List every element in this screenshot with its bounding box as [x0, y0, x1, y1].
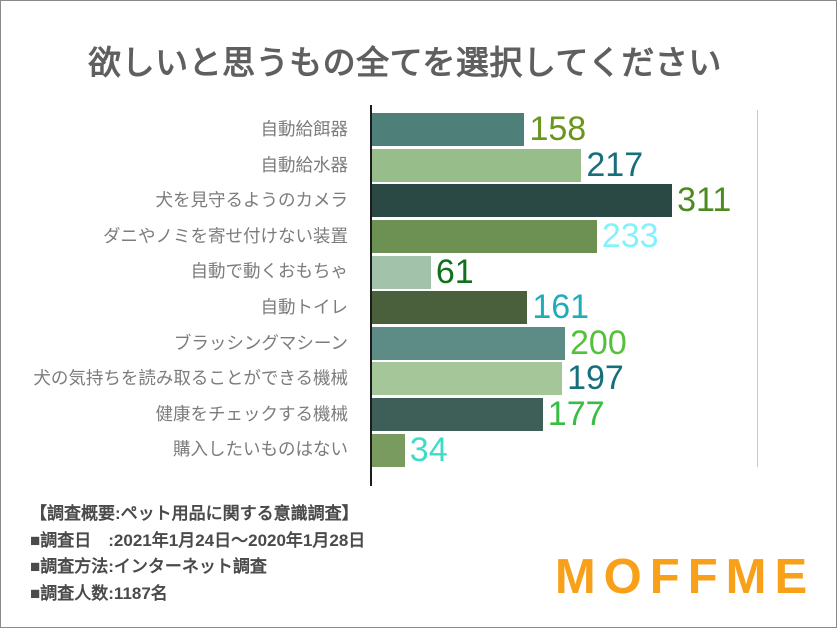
survey-date-line: ■調査日 :2021年1月24日〜2020年1月28日 — [30, 530, 366, 550]
moffme-logo: MOFFME — [554, 550, 816, 604]
value-label: 200 — [570, 323, 627, 362]
bar — [372, 291, 528, 325]
bar — [372, 113, 525, 147]
survey-info: 【調査概要:ペット用品に関する意識調査】 ■調査日 :2021年1月24日〜20… — [30, 501, 365, 607]
plot-area: 233 — [372, 219, 758, 255]
plot-area: 311 — [372, 183, 758, 219]
category-label: 自動で動くおもちゃ — [190, 261, 349, 282]
plot-area: 200 — [372, 326, 758, 362]
bar-chart: 自動給餌器 158 自動給水器 217 犬を見守るようのカメラ 311 ダニやノミを寄せ付け… — [0, 105, 837, 486]
chart-row: 犬の気持ちを読み取ることができる機械 197 — [0, 361, 837, 397]
value-label: 61 — [435, 252, 474, 291]
survey-overview-line: 【調査概要:ペット用品に関する意識調査】 — [30, 504, 359, 523]
plot-area: 34 — [372, 432, 758, 468]
category-label: 自動給餌器 — [260, 119, 349, 139]
value-label: 161 — [532, 288, 590, 327]
plot-area: 197 — [372, 361, 758, 397]
chart-title: 欲しいと思うもの全てを選択してください — [88, 44, 722, 81]
value-label: 34 — [409, 430, 448, 469]
chart-row: ブラッシングマシーン 200 — [0, 326, 837, 362]
chart-row: 健康をチェックする機械 177 — [0, 397, 837, 433]
chart-row: 自動給水器 217 — [0, 148, 837, 184]
plot-area: 161 — [372, 290, 758, 326]
bar — [372, 255, 431, 289]
category-label: 購入したいものはない — [173, 439, 348, 460]
category-label: 犬を見守るようのカメラ — [155, 190, 349, 211]
plot-area: 61 — [372, 254, 758, 290]
y-axis-line — [370, 105, 372, 486]
bar — [372, 398, 543, 432]
plot-area: 177 — [372, 397, 758, 433]
category-label: 健康をチェックする機械 — [155, 403, 349, 424]
right-gridline — [757, 110, 758, 467]
chart-row: 自動トイレ 161 — [0, 290, 837, 326]
survey-count-line: ■調査人数:1187名 — [30, 583, 168, 603]
value-label: 217 — [586, 145, 644, 184]
value-label: 177 — [547, 395, 605, 434]
bar — [372, 362, 563, 396]
value-label: 311 — [677, 181, 732, 220]
chart-row: 購入したいものはない 34 — [0, 432, 837, 468]
bar — [372, 326, 565, 360]
value-label: 197 — [567, 359, 624, 398]
chart-row: 自動給餌器 158 — [0, 112, 837, 148]
bar — [372, 148, 582, 182]
category-label: ブラッシングマシーン — [173, 332, 348, 353]
category-label: ダニやノミを寄せ付けない装置 — [103, 225, 348, 246]
category-label: 犬の気持ちを読み取ることができる機械 — [33, 368, 348, 389]
bar — [372, 433, 405, 467]
value-label: 158 — [529, 110, 587, 149]
survey-method-line: ■調査方法:インターネット調査 — [30, 557, 267, 576]
plot-area: 158 — [372, 112, 758, 148]
category-label: 自動給水器 — [260, 154, 349, 175]
chart-row: 自動で動くおもちゃ 61 — [0, 254, 837, 290]
chart-row: ダニやノミを寄せ付けない装置 233 — [0, 219, 837, 255]
chart-row: 犬を見守るようのカメラ 311 — [0, 183, 837, 219]
value-label: 233 — [601, 217, 659, 256]
plot-area: 217 — [372, 148, 758, 184]
bar — [372, 184, 673, 218]
bar — [372, 220, 597, 254]
category-label: 自動トイレ — [260, 297, 349, 317]
